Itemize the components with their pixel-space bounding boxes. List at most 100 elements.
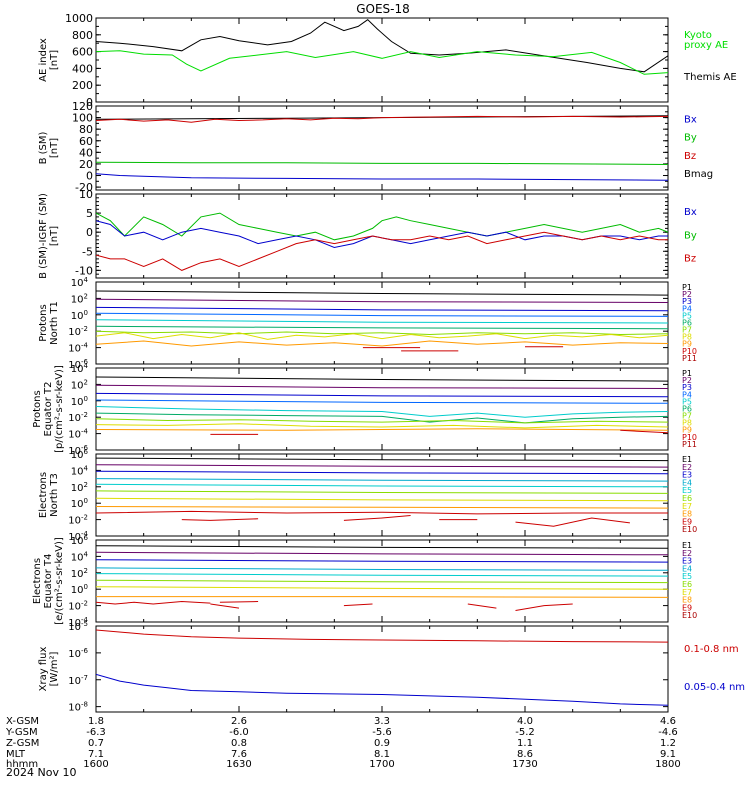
series-group <box>96 457 668 527</box>
series-p10b <box>620 429 668 434</box>
xaxis-tick-value: 1.2 <box>660 738 676 749</box>
chart-title: GOES-18 <box>356 2 410 16</box>
legend-item: P3 <box>682 383 692 392</box>
legend-item: Kyoto <box>684 30 712 41</box>
series-e4 <box>96 478 668 482</box>
legend-item: E8 <box>682 510 692 519</box>
ytick-label: 100 <box>71 395 88 408</box>
legend-item: E2 <box>682 463 692 472</box>
legend-item: E3 <box>682 471 692 480</box>
legend-item: E3 <box>682 557 692 566</box>
ylabel: Protons <box>32 390 43 427</box>
ylabel: Electrons <box>32 558 43 604</box>
legend-item: P1 <box>682 283 692 292</box>
xaxis-tick-value: 1.1 <box>517 738 533 749</box>
series-by <box>96 212 668 241</box>
series-p9 <box>96 428 668 431</box>
series-p7 <box>96 418 668 424</box>
ylabel: Xray flux <box>38 647 49 692</box>
legend-item: P7 <box>682 412 692 421</box>
series-p8 <box>96 423 668 429</box>
panel-bigrf: -10 -5 0 5 10 B (SM)-IGRF (SM) [nT] Bx By Bz <box>38 188 697 279</box>
series-p7 <box>96 330 668 336</box>
ytick-label: 10-7 <box>68 674 88 687</box>
series-p6 <box>96 325 668 330</box>
series-e9 <box>96 510 668 515</box>
legend-item: 0.1-0.8 nm <box>684 644 739 655</box>
ytick-label: 0 <box>86 226 93 239</box>
legend-item: E1 <box>682 455 692 464</box>
series-p3 <box>96 306 668 312</box>
ytick-label: 10-2 <box>68 600 88 613</box>
legend-item: E8 <box>682 596 692 605</box>
xaxis-tick-value: 2.6 <box>231 716 247 727</box>
series-p3 <box>96 392 668 398</box>
legend-item: P9 <box>682 426 692 435</box>
ylabel: North T1 <box>49 301 60 345</box>
series-group <box>96 376 668 435</box>
xaxis-tick-value: -4.6 <box>658 727 678 738</box>
series-e1 <box>96 457 668 462</box>
legend-item: E4 <box>682 564 692 573</box>
panel-protons_t2: 10-6 10-4 10-2 100 102 104 Protons Equator T2 [p… <box>32 362 697 457</box>
legend-item: P9 <box>682 340 692 349</box>
xaxis-tick-value: 1630 <box>226 759 251 770</box>
panel-xray: 10-8 10-7 10-6 10-5 Xray flux [W/m²] 0.1-0.8 n… <box>38 620 745 714</box>
ytick-label: -5 <box>82 245 93 258</box>
legend-item: Bx <box>684 207 697 218</box>
legend-item: E9 <box>682 517 692 526</box>
xaxis-tick-value: 1.8 <box>88 716 104 727</box>
ytick-label: 0 <box>86 96 93 109</box>
series-group <box>96 629 668 706</box>
ytick-label: 5 <box>86 207 93 220</box>
ytick-label: 40 <box>79 146 93 159</box>
legend-item: P7 <box>682 326 692 335</box>
xaxis-tick-value: 8.6 <box>517 749 533 760</box>
xaxis-row-label: MLT <box>6 749 26 760</box>
xaxis-tick-value: 0.8 <box>231 738 247 749</box>
xaxis-row-label: X-GSM <box>6 716 39 727</box>
ytick-label: 10-4 <box>68 616 88 629</box>
series-e6 <box>96 579 668 584</box>
ylabel: [nT] <box>49 50 60 70</box>
ytick-label: 120 <box>72 100 93 113</box>
ytick-label: 106 <box>71 448 89 461</box>
legend-item: E4 <box>682 478 692 487</box>
series-e10c <box>467 603 497 609</box>
legend-item: P11 <box>682 354 697 363</box>
legend-item: P1 <box>682 369 692 378</box>
series-p2 <box>96 384 668 389</box>
ytick-label: 104 <box>71 276 89 289</box>
ytick-label: 10 <box>79 188 93 201</box>
xaxis-row-label: hhmm <box>6 759 38 770</box>
series-p1 <box>96 376 668 382</box>
series-e10b <box>343 603 373 607</box>
legend-item: P6 <box>682 318 692 327</box>
ytick-label: -10 <box>75 264 93 277</box>
legend-item: Bz <box>684 254 696 265</box>
legend-item: Bx <box>684 114 697 125</box>
series-e10 <box>210 603 240 609</box>
legend-item: E5 <box>682 486 692 495</box>
series-e6 <box>96 490 668 494</box>
legend-item: E6 <box>682 580 692 589</box>
legend-item: E10 <box>682 525 697 534</box>
legend-item: E6 <box>682 494 692 503</box>
ylabel: [W/m²] <box>49 651 60 686</box>
xaxis-tick-value: 4.6 <box>660 716 676 727</box>
series-e1 <box>96 545 668 549</box>
ytick-label: 20 <box>79 158 93 171</box>
legend: Bx By Bz <box>684 207 697 265</box>
ytick-label: 100 <box>71 497 88 510</box>
xaxis-tick-value: 7.6 <box>231 749 247 760</box>
panel-ae: 0 200 400 600 800 1000 AE index [nT] Kyotoproxy … <box>38 12 737 109</box>
xaxis-tick-value: 4.0 <box>517 716 533 727</box>
ytick-label: 0 <box>86 170 93 183</box>
ytick-label: 60 <box>79 135 93 148</box>
legend-item: P4 <box>682 390 692 399</box>
series-e3 <box>96 559 668 563</box>
ylabel: [nT] <box>49 138 60 158</box>
